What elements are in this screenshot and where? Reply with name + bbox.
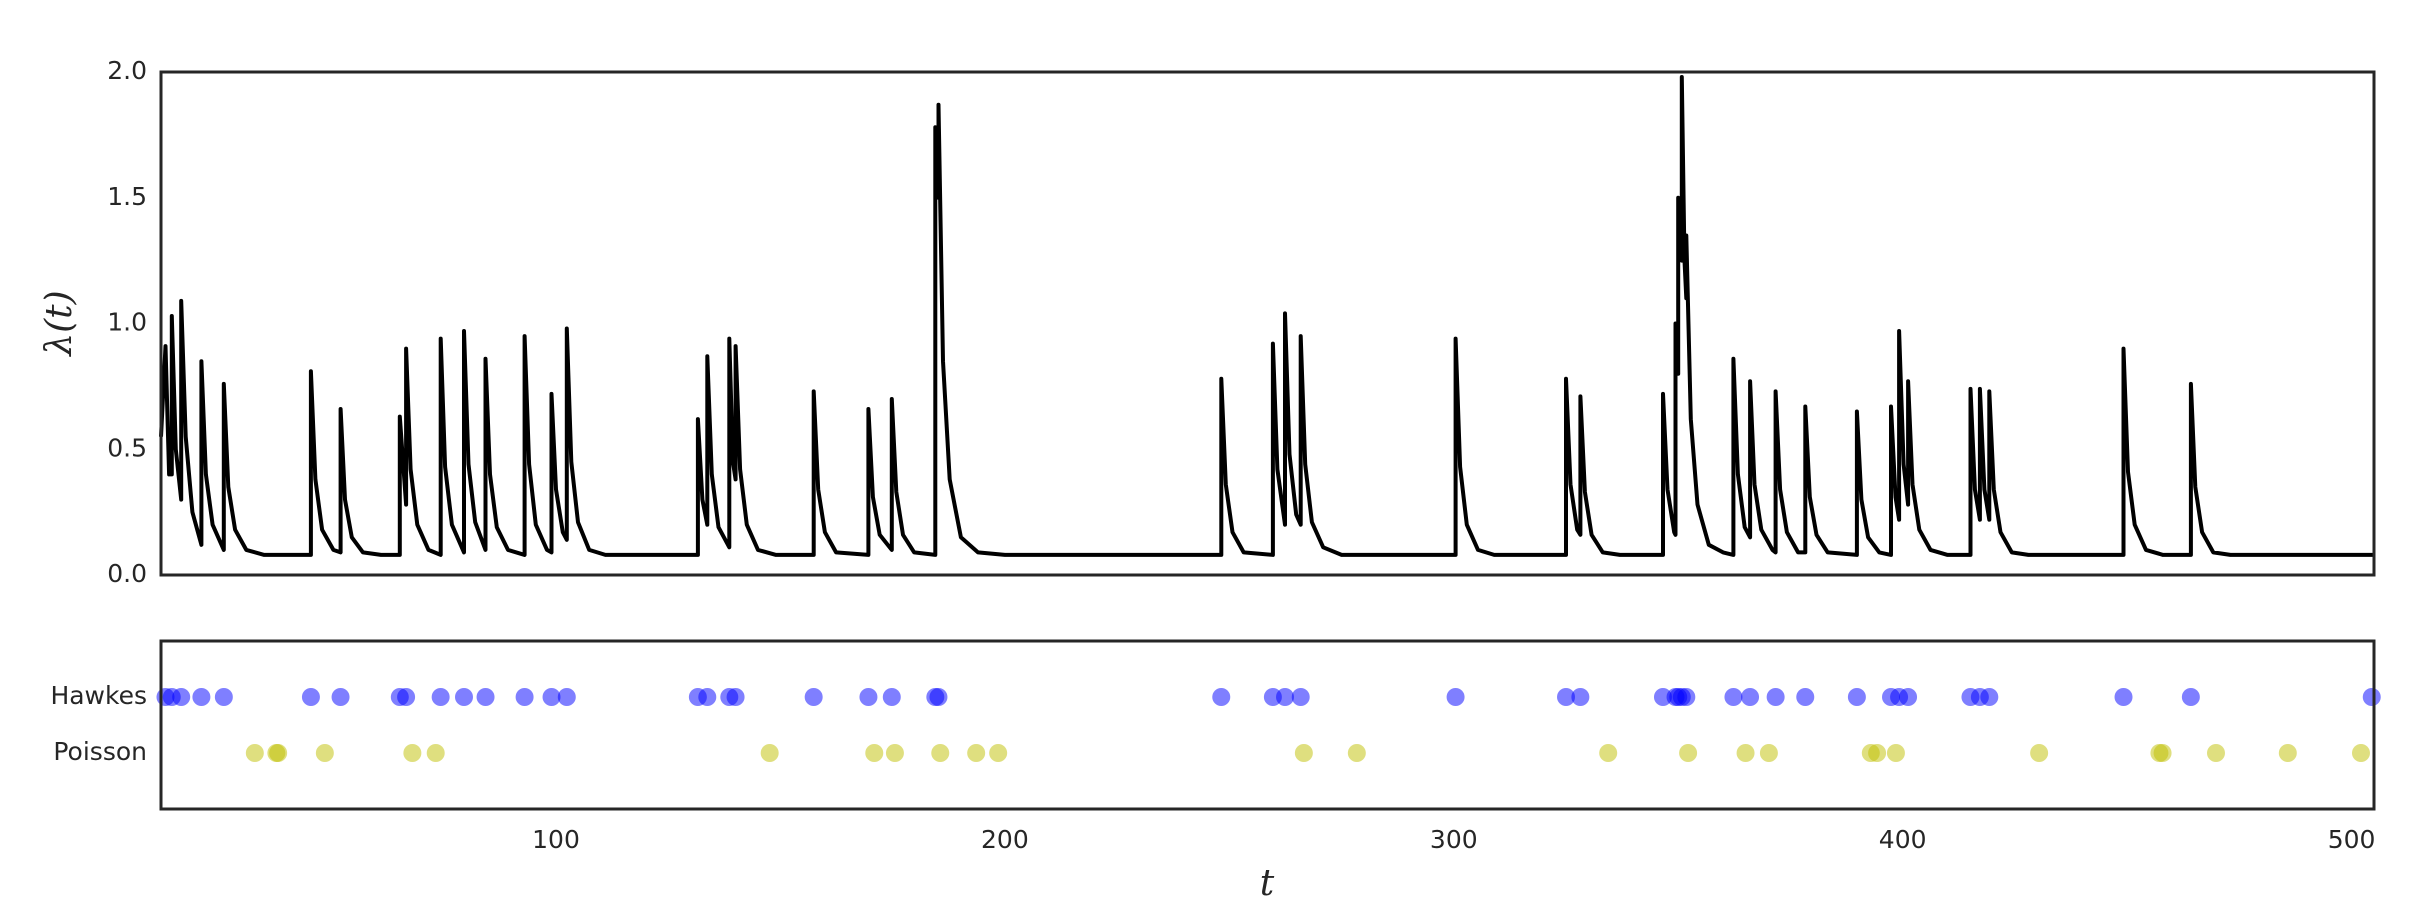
event-dot: [454, 688, 473, 706]
event-dot: [315, 744, 334, 762]
event-dot: [557, 688, 576, 706]
intensity-line: [159, 75, 2374, 557]
x-tick-label: 400: [1879, 825, 1927, 854]
event-dot: [1653, 688, 1672, 706]
event-dot: [1677, 688, 1696, 706]
event-dot: [865, 744, 884, 762]
event-dot: [1571, 688, 1590, 706]
event-dot: [2351, 744, 2370, 762]
event-dot: [542, 688, 561, 706]
y-tick-label: 0.5: [107, 433, 147, 462]
event-dot: [1736, 744, 1755, 762]
x-tick-label: 100: [532, 825, 580, 854]
event-dot: [1294, 744, 1313, 762]
event-dot: [967, 744, 986, 762]
event-dot: [882, 688, 901, 706]
event-dot: [214, 688, 233, 706]
event-dot: [2030, 744, 2049, 762]
event-dot: [1868, 744, 1887, 762]
y-tick-label: 1.5: [107, 182, 147, 211]
event-dot: [1599, 744, 1618, 762]
event-dot: [698, 688, 717, 706]
event-dot: [245, 744, 264, 762]
event-dot: [426, 744, 445, 762]
event-dot: [301, 688, 320, 706]
event-dot: [2153, 744, 2172, 762]
event-dot: [1557, 688, 1576, 706]
y-category-label: Poisson: [53, 737, 147, 766]
event-dot: [172, 688, 191, 706]
event-dot: [1446, 688, 1465, 706]
event-dot: [331, 688, 350, 706]
event-dot: [1886, 744, 1905, 762]
event-dot: [1679, 744, 1698, 762]
event-dot: [989, 744, 1008, 762]
event-dot: [1847, 688, 1866, 706]
event-dot: [476, 688, 495, 706]
y-category-label: Hawkes: [50, 681, 147, 710]
event-dot: [2362, 688, 2381, 706]
event-dot: [1766, 688, 1785, 706]
y-tick-label: 1.0: [107, 308, 147, 337]
axes-frame: [159, 70, 2376, 577]
event-dot: [760, 744, 779, 762]
event-dot: [515, 688, 534, 706]
event-dot: [397, 688, 416, 706]
event-dot: [1291, 688, 1310, 706]
event-dot: [1276, 688, 1295, 706]
axes-frame: [159, 639, 2376, 811]
event-dot: [2206, 744, 2225, 762]
x-tick-label: 200: [981, 825, 1029, 854]
y-axis-label: λ(t): [39, 290, 80, 357]
x-axis-label: t: [1260, 863, 1275, 904]
event-dot: [2114, 688, 2133, 706]
event-dot: [931, 744, 950, 762]
y-tick-label: 2.0: [107, 56, 147, 85]
event-dot: [269, 744, 288, 762]
x-tick-label: 300: [1430, 825, 1478, 854]
event-dot: [1796, 688, 1815, 706]
event-dot: [1347, 744, 1366, 762]
event-dot: [929, 688, 948, 706]
event-dot: [1899, 688, 1918, 706]
event-dot: [885, 744, 904, 762]
event-dot: [2278, 744, 2297, 762]
event-dot: [804, 688, 823, 706]
event-dot: [1980, 688, 1999, 706]
event-dot: [2181, 688, 2200, 706]
event-dot: [403, 744, 422, 762]
event-dot: [1724, 688, 1743, 706]
event-dot: [859, 688, 878, 706]
x-tick-label: 500: [2328, 825, 2376, 854]
event-dot: [726, 688, 745, 706]
y-tick-label: 0.0: [107, 559, 147, 588]
event-dot: [1759, 744, 1778, 762]
event-dot: [1212, 688, 1231, 706]
event-dot: [1741, 688, 1760, 706]
event-dot: [192, 688, 211, 706]
event-dot: [431, 688, 450, 706]
